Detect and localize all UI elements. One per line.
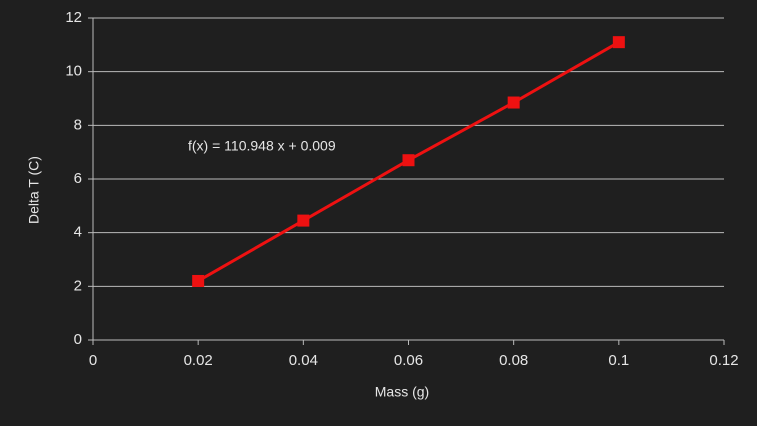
x-tick-label: 0.02 [184, 352, 213, 369]
annotation: f(x) = 110.948 x + 0.009 [188, 138, 336, 154]
x-tick-label: 0.04 [289, 352, 318, 369]
y-tick-label: 6 [74, 170, 82, 187]
data-point [612, 36, 625, 49]
x-tick-label: 0.12 [709, 352, 738, 369]
y-tick-label: 12 [65, 9, 82, 26]
data-point [297, 214, 310, 227]
y-tick-label: 4 [74, 224, 82, 241]
x-tick-label: 0.06 [394, 352, 423, 369]
y-tick-label: 0 [74, 331, 82, 348]
x-tick-label: 0.1 [608, 352, 629, 369]
y-tick-label: 10 [65, 63, 82, 80]
y-tick-label: 2 [74, 277, 82, 294]
x-tick-label: 0.08 [499, 352, 528, 369]
x-axis-title: Mass (g) [375, 384, 429, 400]
data-point [402, 154, 415, 167]
data-point [507, 96, 520, 109]
x-tick-label: 0 [89, 352, 97, 369]
y-axis-title: Delta T (C) [26, 156, 42, 224]
y-tick-label: 8 [74, 116, 82, 133]
data-point [192, 274, 205, 287]
